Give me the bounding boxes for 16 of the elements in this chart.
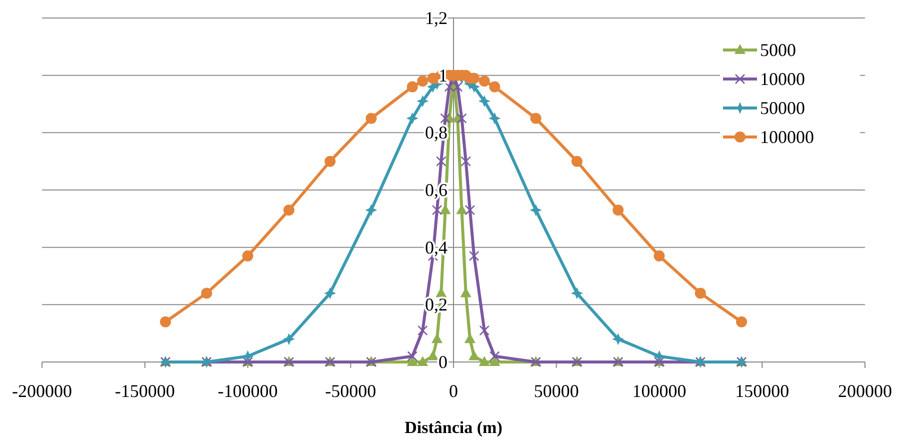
y-tick-label: 0: [438, 352, 448, 372]
legend-label: 5000: [760, 40, 796, 60]
legend-label: 10000: [760, 69, 805, 89]
y-tick-label: 1,2: [425, 8, 448, 28]
x-tick-label: 200000: [838, 381, 892, 401]
x-tick-label: 100000: [632, 381, 686, 401]
y-tick-label: 1: [438, 65, 448, 86]
x-axis-title: Distância (m): [404, 418, 502, 437]
legend-label: 100000: [760, 127, 814, 147]
legend-label: 50000: [760, 98, 805, 118]
x-tick-label: -200000: [12, 381, 72, 401]
x-tick-label: -50000: [325, 381, 376, 401]
x-tick-label: 50000: [534, 381, 579, 401]
x-tick-label: -150000: [114, 381, 175, 401]
x-tick-label: 150000: [735, 381, 790, 401]
x-tick-label: -100000: [218, 381, 278, 401]
